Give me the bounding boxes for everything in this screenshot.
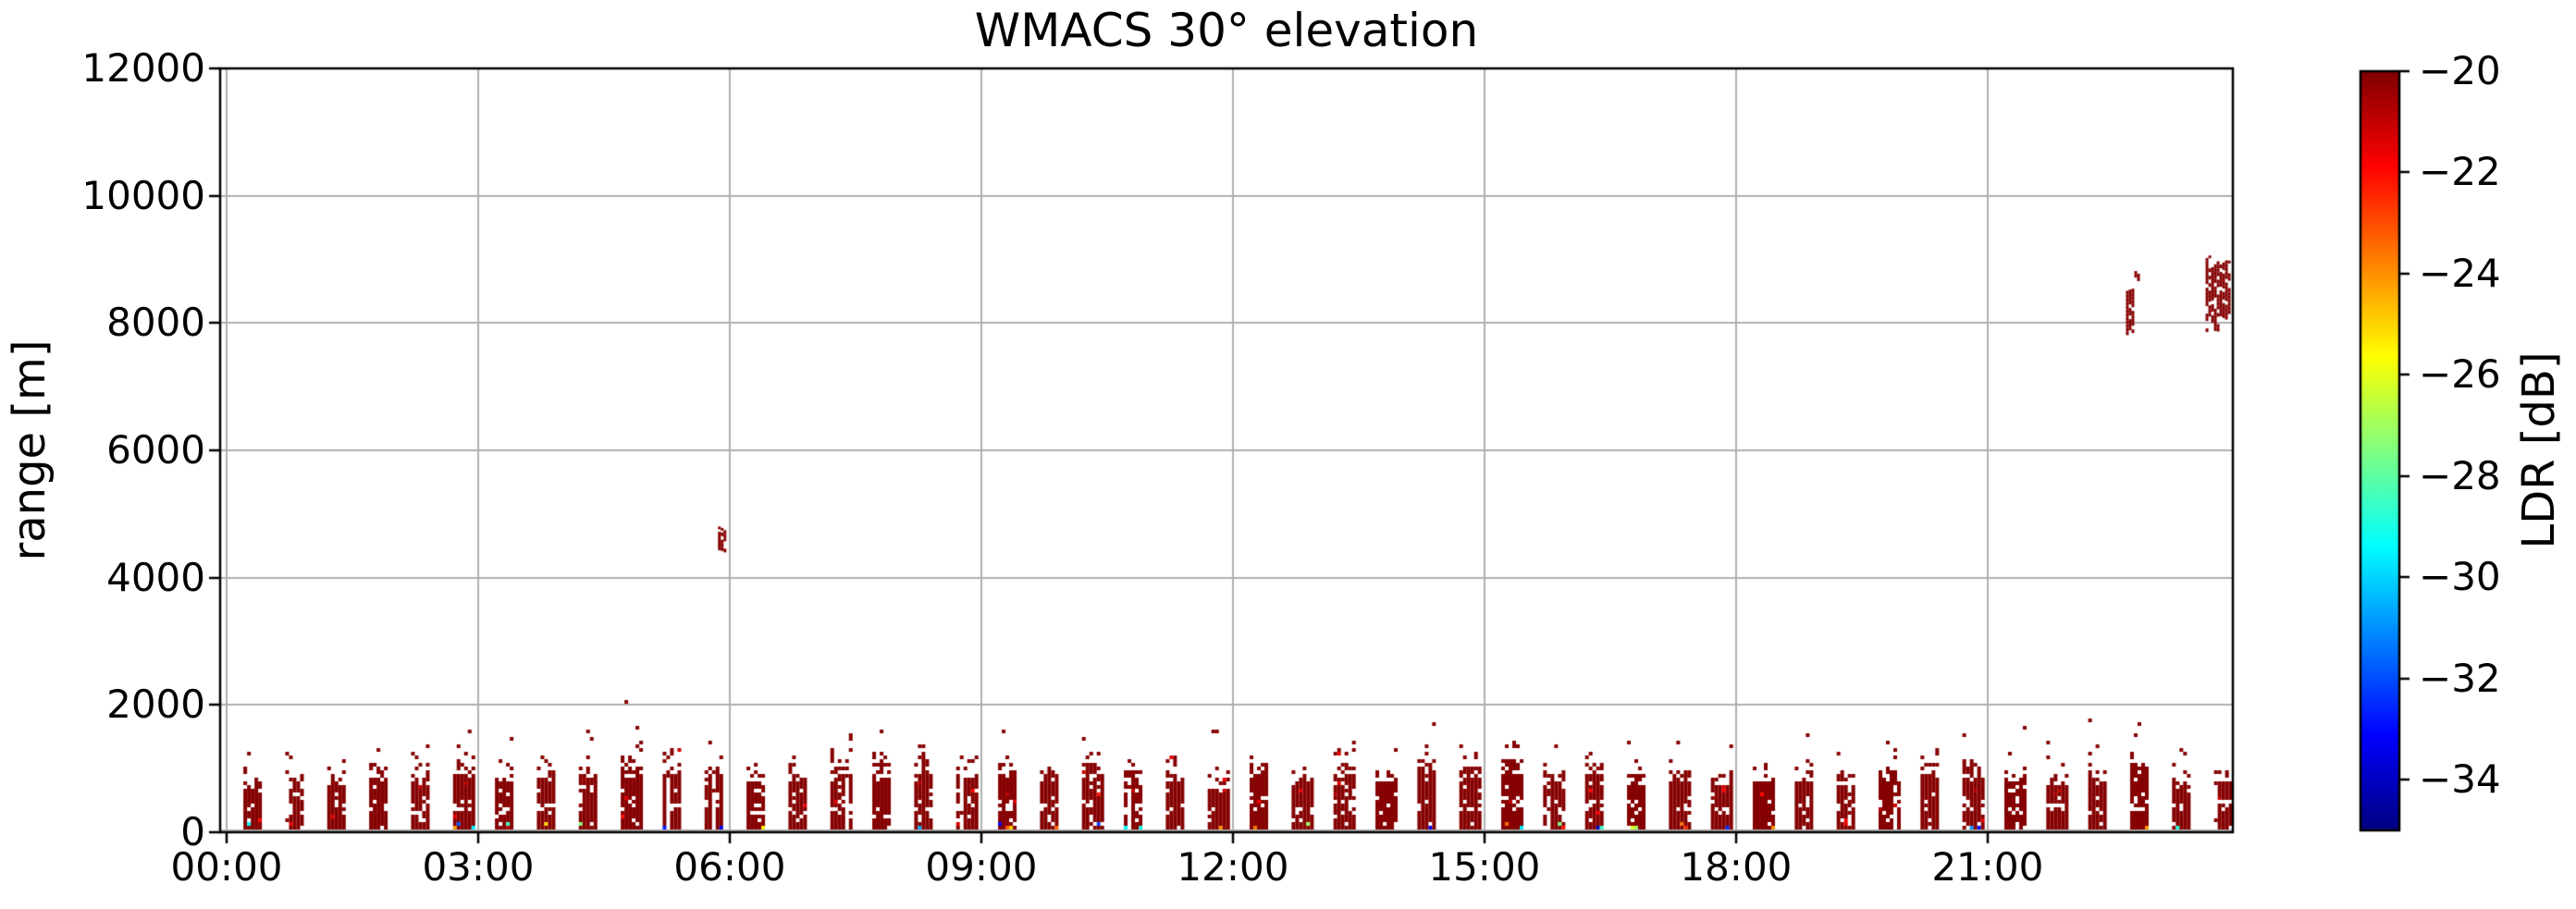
- colorbar-tick-label: −24: [2419, 250, 2501, 296]
- x-tick-label: 15:00: [1428, 844, 1541, 890]
- colorbar-tick-label: −26: [2419, 351, 2501, 398]
- colorbar-label: LDR [dB]: [2513, 351, 2565, 549]
- y-tick-label: 2000: [106, 682, 205, 728]
- colorbar-tick-label: −34: [2419, 756, 2501, 803]
- colorbar-tick-label: −22: [2419, 149, 2501, 195]
- colorbar-tick-label: −20: [2419, 48, 2501, 93]
- x-tick-label: 00:00: [170, 844, 283, 890]
- y-tick-label: 4000: [106, 554, 205, 600]
- y-tick-label: 0: [180, 809, 205, 854]
- x-tick-label: 18:00: [1680, 844, 1793, 890]
- x-tick-label: 03:00: [422, 844, 535, 890]
- x-tick-label: 09:00: [925, 844, 1038, 890]
- y-tick-label: 10000: [81, 172, 205, 218]
- y-tick-label: 6000: [106, 427, 205, 473]
- x-tick-label: 12:00: [1177, 844, 1289, 890]
- chart-title: WMACS 30° elevation: [974, 4, 1479, 57]
- y-tick-label: 12000: [81, 45, 205, 91]
- x-tick-label: 06:00: [673, 844, 786, 890]
- colorbar-tick-label: −32: [2419, 655, 2501, 701]
- colorbar-tick-label: −30: [2419, 554, 2501, 600]
- x-tick-label: 21:00: [1931, 844, 2044, 890]
- y-tick-label: 8000: [106, 300, 205, 346]
- colorbar-tick-label: −28: [2419, 452, 2501, 498]
